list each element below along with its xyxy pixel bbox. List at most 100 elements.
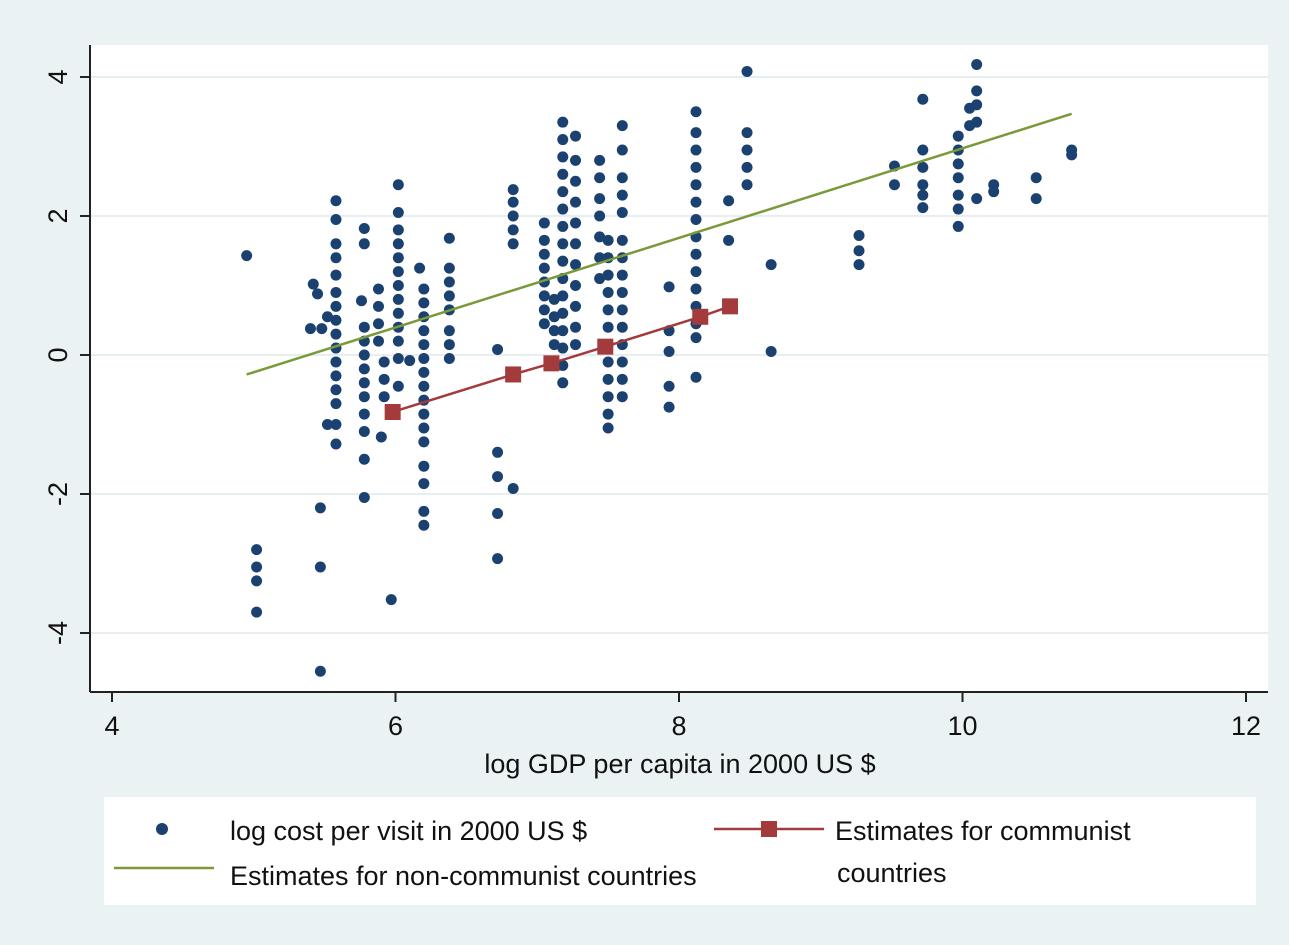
scatter-point: [358, 223, 370, 235]
scatter-point: [616, 269, 628, 281]
scatter-point: [570, 130, 582, 142]
scatter-point: [952, 158, 964, 170]
scatter-point: [492, 343, 504, 355]
communist-marker: [692, 308, 709, 325]
scatter-point: [690, 283, 702, 295]
scatter-point: [321, 311, 333, 323]
scatter-point: [602, 286, 614, 298]
x-axis-ticks: 4 6 8 10 12: [104, 692, 1261, 741]
scatter-point: [557, 151, 569, 163]
scatter-point: [988, 186, 1000, 198]
legend-noncommunist-label: Estimates for non-communist countries: [230, 861, 697, 891]
scatter-point: [443, 339, 455, 351]
scatter-point: [723, 234, 735, 246]
scatter-point: [616, 234, 628, 246]
scatter-point: [375, 431, 387, 443]
x-tick-label: 8: [671, 711, 686, 741]
scatter-point: [557, 220, 569, 232]
scatter-point: [557, 325, 569, 337]
scatter-point: [616, 356, 628, 368]
scatter-point: [741, 161, 753, 173]
scatter-point: [538, 248, 550, 260]
scatter-point: [602, 373, 614, 385]
scatter-point: [492, 471, 504, 483]
scatter-point: [507, 210, 519, 222]
scatter-point: [1066, 149, 1078, 161]
scatter-series: [241, 58, 1078, 677]
scatter-point: [616, 321, 628, 333]
scatter-point: [570, 154, 582, 166]
scatter-point: [312, 288, 324, 300]
scatter-point: [663, 281, 675, 293]
scatter-point: [616, 120, 628, 132]
scatter-point: [952, 130, 964, 142]
scatter-point: [853, 259, 865, 271]
scatter-point: [385, 594, 397, 606]
scatter-point: [616, 189, 628, 201]
scatter-point: [330, 286, 342, 298]
scatter-point: [690, 161, 702, 173]
scatter-point: [330, 370, 342, 382]
scatter-point: [314, 502, 326, 514]
scatter-point: [602, 356, 614, 368]
scatter-point: [888, 179, 900, 191]
scatter-point: [418, 283, 430, 295]
scatter-point: [392, 207, 404, 219]
x-tick-label: 6: [388, 711, 403, 741]
scatter-point: [330, 328, 342, 340]
scatter-point: [616, 391, 628, 403]
scatter-point: [330, 356, 342, 368]
scatter-point: [594, 252, 606, 264]
scatter-point: [538, 217, 550, 229]
communist-marker: [543, 355, 560, 372]
scatter-point: [378, 373, 390, 385]
scatter-point: [330, 238, 342, 250]
scatter-point: [594, 231, 606, 243]
scatter-point: [392, 380, 404, 392]
scatter-point: [392, 293, 404, 305]
scatter-point: [251, 575, 263, 587]
communist-series: [384, 298, 739, 420]
scatter-point: [952, 203, 964, 215]
scatter-point: [418, 380, 430, 392]
scatter-point: [314, 561, 326, 573]
scatter-point: [741, 65, 753, 77]
scatter-point: [414, 262, 426, 274]
scatter-point: [443, 325, 455, 337]
noncommunist-line: [246, 112, 1073, 376]
scatter-point: [765, 259, 777, 271]
scatter-point: [358, 453, 370, 465]
scatter-point: [570, 321, 582, 333]
scatter-point: [507, 184, 519, 196]
legend-scatter-symbol: [156, 823, 168, 835]
scatter-point: [917, 189, 929, 201]
scatter-point: [418, 408, 430, 420]
scatter-point: [330, 384, 342, 396]
scatter-point: [741, 179, 753, 191]
scatter-point: [330, 419, 342, 430]
scatter-point: [557, 203, 569, 215]
scatter-point: [538, 304, 550, 316]
scatter-point: [251, 606, 263, 618]
scatter-point: [492, 553, 504, 565]
scatter-point: [404, 355, 416, 367]
communist-marker: [597, 338, 614, 355]
scatter-point: [602, 408, 614, 420]
scatter-point: [690, 106, 702, 118]
scatter-point: [952, 189, 964, 201]
scatter-point: [602, 422, 614, 434]
scatter-point: [378, 356, 390, 368]
scatter-point: [690, 127, 702, 139]
scatter-point: [557, 307, 569, 319]
scatter-point: [570, 280, 582, 291]
scatter-point: [321, 419, 333, 430]
scatter-point: [917, 93, 929, 105]
scatter-point: [358, 391, 370, 403]
scatter-point: [418, 436, 430, 448]
scatter-point: [616, 304, 628, 316]
scatter-point: [602, 391, 614, 403]
scatter-point: [570, 196, 582, 208]
scatter-point: [594, 154, 606, 166]
scatter-point: [392, 238, 404, 250]
